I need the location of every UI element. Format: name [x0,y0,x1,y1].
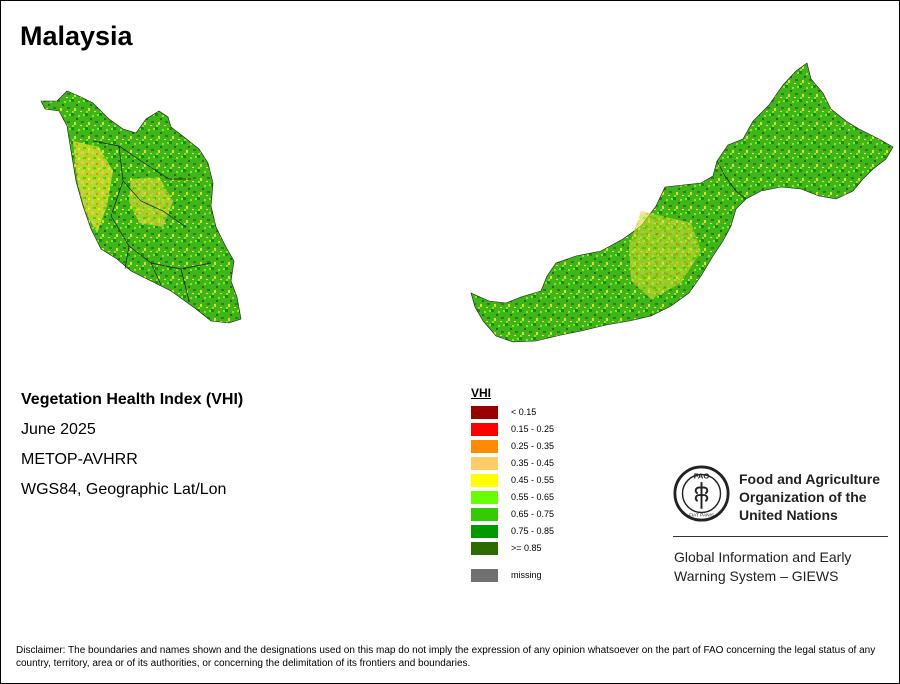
legend-label: < 0.15 [511,407,537,417]
legend-item-missing: missing [471,569,591,583]
legend-swatch [471,508,498,521]
index-name: Vegetation Health Index (VHI) [21,391,244,408]
legend-label: >= 0.85 [511,543,542,553]
org-line-1: Food and Agriculture [739,471,881,487]
logo-divider [673,536,888,537]
legend-swatch [471,440,498,453]
legend-swatch [471,423,498,436]
legend-item: 0.45 - 0.55 [471,474,591,488]
legend-label-missing: missing [511,570,542,580]
east-malaysia-landmass [470,62,894,343]
legend-item: 0.15 - 0.25 [471,423,591,437]
peninsular-dry-zone-central [129,177,173,227]
giews-line-1: Global Information and Early [674,549,852,565]
legend-item: 0.35 - 0.45 [471,457,591,471]
legend-label: 0.25 - 0.35 [511,441,555,451]
map-title: Malaysia [20,21,133,51]
sensor-label: METOP-AVHRR [21,451,138,468]
giews-line-2: Warning System – GIEWS [674,568,839,584]
legend-swatch [471,525,498,538]
legend-label: 0.75 - 0.85 [511,526,555,536]
legend-swatch [471,457,498,470]
org-line-3: United Nations [739,507,838,523]
legend-label: 0.35 - 0.45 [511,458,555,468]
period-label: June 2025 [21,421,96,438]
legend-label: 0.65 - 0.75 [511,509,555,519]
legend-swatch [471,406,498,419]
emblem-text-top: FAO [694,471,710,480]
legend-swatch [471,474,498,487]
org-line-2: Organization of the [739,489,867,505]
fao-organization-name: Food and Agriculture Organization of the… [739,470,880,524]
legend-label: 0.15 - 0.25 [511,424,555,434]
legend-swatch [471,491,498,504]
peninsular-dry-zone [73,141,113,233]
vhi-legend: VHI < 0.15 0.15 - 0.25 0.25 - 0.35 0.35 - 0… [471,386,554,582]
legend-item: 0.75 - 0.85 [471,525,591,539]
legend-label: 0.55 - 0.65 [511,492,555,502]
sabah-sarawak-boundary [716,160,747,200]
state-boundaries [92,140,212,302]
legend-swatch [471,542,498,555]
legend-swatch-missing [471,569,498,582]
fao-logo: FAO FIAT PANIS Food and Agriculture Orga… [673,465,889,595]
fao-emblem-icon: FAO FIAT PANIS [673,465,730,522]
legend-item: 0.65 - 0.75 [471,508,591,522]
legend-label: 0.45 - 0.55 [511,475,555,485]
legend-title: VHI [471,386,492,400]
east-malaysia-dry-zone [629,211,701,299]
projection-label: WGS84, Geographic Lat/Lon [21,481,227,498]
emblem-text-bottom: FIAT PANIS [689,512,714,518]
disclaimer-text: Disclaimer: The boundaries and names sho… [16,645,876,669]
legend-item: < 0.15 [471,406,591,420]
giews-name: Global Information and Early Warning Sys… [674,548,851,586]
legend-item: >= 0.85 [471,542,591,556]
legend-item: 0.25 - 0.35 [471,440,591,454]
legend-item: 0.55 - 0.65 [471,491,591,505]
